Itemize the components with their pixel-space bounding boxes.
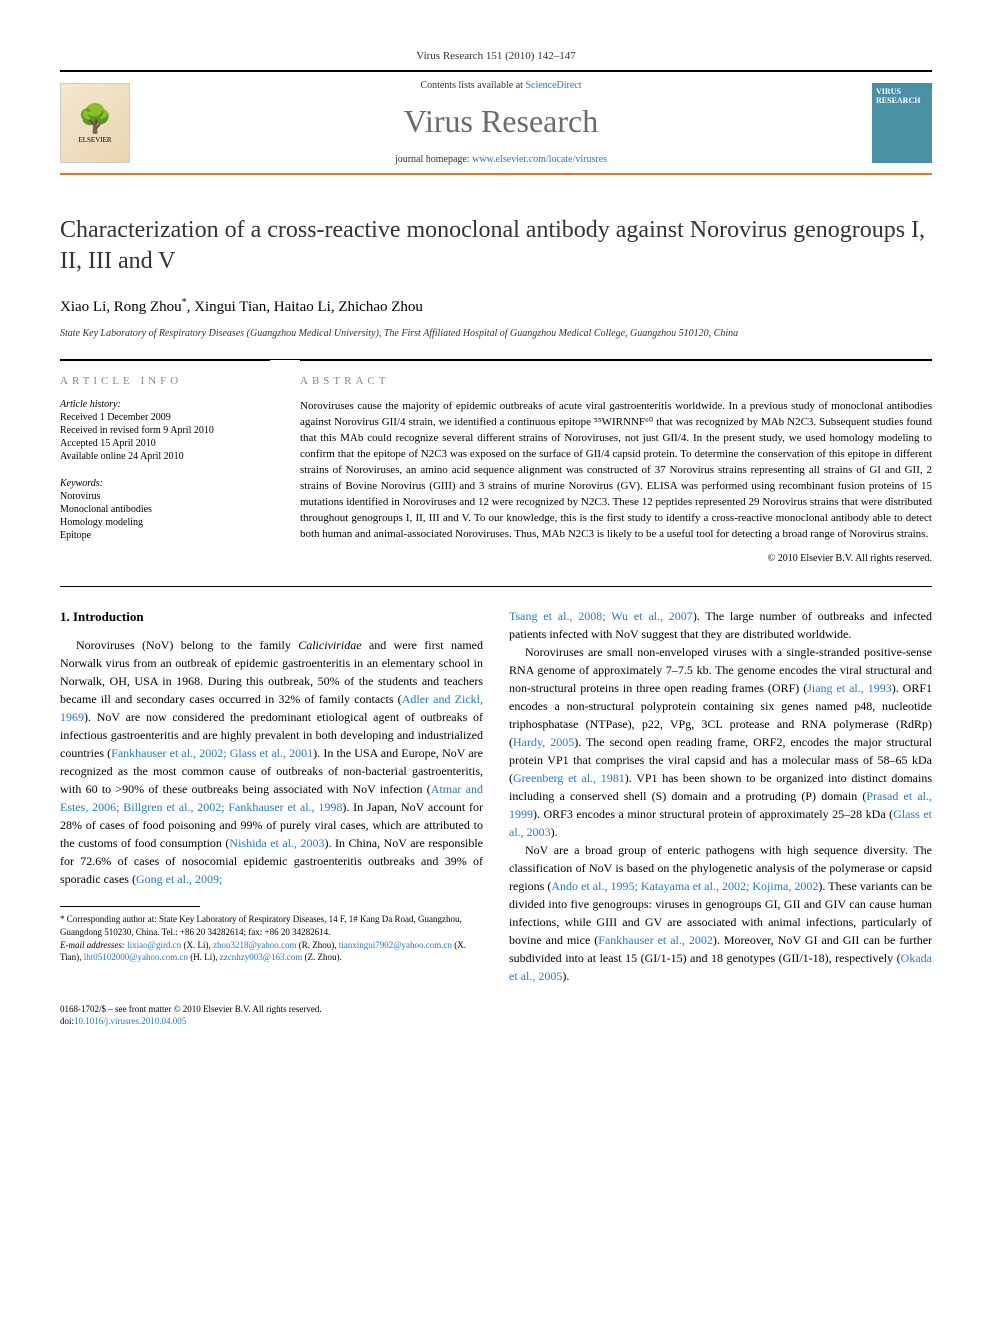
body-columns: 1. Introduction Noroviruses (NoV) belong… — [60, 607, 932, 985]
authors: Xiao Li, Rong Zhou*, Xingui Tian, Haitao… — [60, 297, 932, 316]
issn-line: 0168-1702/$ – see front matter © 2010 El… — [60, 1003, 932, 1016]
article-title: Characterization of a cross-reactive mon… — [60, 215, 932, 277]
keywords-block: Keywords: Norovirus Monoclonal antibodie… — [60, 478, 270, 541]
journal-name: Virus Research — [130, 103, 872, 140]
keyword: Monoclonal antibodies — [60, 504, 270, 515]
citation-link[interactable]: Tsang et al., 2008; Wu et al., 2007 — [509, 609, 693, 623]
doi-link[interactable]: 10.1016/j.virusres.2010.04.005 — [74, 1016, 186, 1026]
info-abstract-row: ARTICLE INFO Article history: Received 1… — [60, 359, 932, 563]
abstract-heading: ABSTRACT — [300, 375, 932, 387]
citation-link[interactable]: Gong et al., 2009; — [136, 872, 222, 886]
email-label: E-mail addresses: — [60, 940, 125, 950]
intro-paragraph-2: Noroviruses are small non-enveloped viru… — [509, 643, 932, 841]
history-label: Article history: — [60, 399, 270, 410]
abstract-copyright: © 2010 Elsevier B.V. All rights reserved… — [300, 553, 932, 564]
footer-meta: 0168-1702/$ – see front matter © 2010 El… — [60, 1003, 932, 1028]
journal-header: 🌳 ELSEVIER Contents lists available at S… — [60, 70, 932, 175]
keywords-label: Keywords: — [60, 478, 270, 489]
email-link[interactable]: tianxingui7902@yahoo.com.cn — [339, 940, 452, 950]
intro-paragraph-1: Noroviruses (NoV) belong to the family C… — [60, 636, 483, 888]
affiliation: State Key Laboratory of Respiratory Dise… — [60, 328, 932, 339]
doi-line: doi:10.1016/j.virusres.2010.04.005 — [60, 1015, 932, 1028]
received-date: Received 1 December 2009 — [60, 412, 270, 423]
keyword: Norovirus — [60, 491, 270, 502]
abstract-text: Noroviruses cause the majority of epidem… — [300, 399, 932, 542]
section-divider — [60, 586, 932, 587]
footnote-separator — [60, 906, 200, 907]
keyword: Epitope — [60, 530, 270, 541]
corresponding-author-footnote: * Corresponding author at: State Key Lab… — [60, 913, 483, 938]
body-column-left: 1. Introduction Noroviruses (NoV) belong… — [60, 607, 483, 985]
homepage-line: journal homepage: www.elsevier.com/locat… — [130, 154, 872, 165]
article-info: ARTICLE INFO Article history: Received 1… — [60, 360, 270, 563]
email-link[interactable]: lht05102000@yahoo.com.cn — [84, 952, 188, 962]
email-footnote: E-mail addresses: lixiao@gird.cn (X. Li)… — [60, 939, 483, 964]
citation-link[interactable]: Jiang et al., 1993 — [807, 681, 892, 695]
intro-paragraph-1-cont: Tsang et al., 2008; Wu et al., 2007). Th… — [509, 607, 932, 643]
keyword: Homology modeling — [60, 517, 270, 528]
header-center: Contents lists available at ScienceDirec… — [130, 80, 872, 165]
citation-link[interactable]: Nishida et al., 2003 — [229, 836, 324, 850]
abstract: ABSTRACT Noroviruses cause the majority … — [300, 360, 932, 563]
homepage-prefix: journal homepage: — [395, 154, 472, 165]
citation-link[interactable]: Fankhauser et al., 2002 — [598, 933, 713, 947]
email-link[interactable]: zzcnhzy003@163.com — [220, 952, 303, 962]
corresponding-star-icon: * — [182, 297, 187, 308]
journal-cover-thumbnail: VIRUS RESEARCH — [872, 83, 932, 163]
journal-reference: Virus Research 151 (2010) 142–147 — [60, 50, 932, 62]
article-info-heading: ARTICLE INFO — [60, 375, 270, 387]
citation-link[interactable]: Fankhauser et al., 2002; Glass et al., 2… — [111, 746, 313, 760]
intro-heading: 1. Introduction — [60, 607, 483, 627]
citation-link[interactable]: Greenberg et al., 1981 — [513, 771, 625, 785]
accepted-date: Accepted 15 April 2010 — [60, 438, 270, 449]
sciencedirect-link[interactable]: ScienceDirect — [525, 80, 581, 91]
body-column-right: Tsang et al., 2008; Wu et al., 2007). Th… — [509, 607, 932, 985]
cover-title: VIRUS RESEARCH — [876, 87, 928, 105]
citation-link[interactable]: Hardy, 2005 — [513, 735, 574, 749]
revised-date: Received in revised form 9 April 2010 — [60, 425, 270, 436]
intro-paragraph-3: NoV are a broad group of enteric pathoge… — [509, 841, 932, 985]
elsevier-label: ELSEVIER — [78, 136, 111, 144]
contents-prefix: Contents lists available at — [420, 80, 525, 91]
homepage-link[interactable]: www.elsevier.com/locate/virusres — [472, 154, 607, 165]
citation-link[interactable]: Ando et al., 1995; Katayama et al., 2002… — [551, 879, 818, 893]
elsevier-logo: 🌳 ELSEVIER — [60, 83, 130, 163]
email-link[interactable]: lixiao@gird.cn — [127, 940, 181, 950]
contents-line: Contents lists available at ScienceDirec… — [130, 80, 872, 91]
online-date: Available online 24 April 2010 — [60, 451, 270, 462]
email-link[interactable]: zhou3218@yahoo.com — [213, 940, 297, 950]
tree-icon: 🌳 — [78, 102, 113, 136]
